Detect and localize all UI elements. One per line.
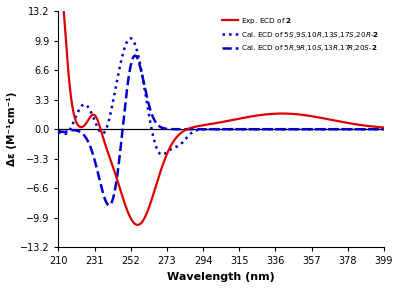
Exp. ECD of $\mathbf{2}$ <box>72 117 77 120</box>
Exp. ECD of $\mathbf{2}$ <box>206 123 210 126</box>
Exp. ECD of $\mathbf{2}$ <box>372 125 377 128</box>
Exp. ECD of $\mathbf{2}$ <box>214 121 219 125</box>
Exp. ECD of $\mathbf{2}$ <box>382 126 386 129</box>
Y-axis label: Δε (M⁻¹cm⁻¹): Δε (M⁻¹cm⁻¹) <box>7 92 17 166</box>
Cal. ECD of $5R$,$9R$,$10S$,$13R$,$17R$,$20S$-$\mathbf{2}$ <box>206 127 211 131</box>
Line: Exp. ECD of $\mathbf{2}$: Exp. ECD of $\mathbf{2}$ <box>58 0 384 225</box>
Cal. ECD of $5S$,$9S$,$10R$,$13S$,$17S$,$20R$-$\mathbf{2}$ <box>312 127 317 131</box>
Cal. ECD of $5S$,$9S$,$10R$,$13S$,$17S$,$20R$-$\mathbf{2}$ <box>72 117 77 121</box>
Cal. ECD of $5S$,$9S$,$10R$,$13S$,$17S$,$20R$-$\mathbf{2}$ <box>206 127 211 131</box>
X-axis label: Wavelength (nm): Wavelength (nm) <box>167 272 275 282</box>
Cal. ECD of $5S$,$9S$,$10R$,$13S$,$17S$,$20R$-$\mathbf{2}$ <box>382 127 386 131</box>
Line: Cal. ECD of $5R$,$9R$,$10S$,$13R$,$17R$,$20S$-$\mathbf{2}$: Cal. ECD of $5R$,$9R$,$10S$,$13R$,$17R$,… <box>58 55 384 205</box>
Cal. ECD of $5R$,$9R$,$10S$,$13R$,$17R$,$20S$-$\mathbf{2}$ <box>56 129 61 133</box>
Cal. ECD of $5S$,$9S$,$10R$,$13S$,$17S$,$20R$-$\mathbf{2}$ <box>372 127 377 131</box>
Cal. ECD of $5R$,$9R$,$10S$,$13R$,$17R$,$20S$-$\mathbf{2}$ <box>372 127 377 131</box>
Cal. ECD of $5S$,$9S$,$10R$,$13S$,$17S$,$20R$-$\mathbf{2}$ <box>56 130 61 134</box>
Cal. ECD of $5R$,$9R$,$10S$,$13R$,$17R$,$20S$-$\mathbf{2}$ <box>382 127 386 131</box>
Cal. ECD of $5R$,$9R$,$10S$,$13R$,$17R$,$20S$-$\mathbf{2}$ <box>133 54 138 57</box>
Exp. ECD of $\mathbf{2}$ <box>372 125 377 128</box>
Cal. ECD of $5S$,$9S$,$10R$,$13S$,$17S$,$20R$-$\mathbf{2}$ <box>214 127 219 131</box>
Cal. ECD of $5S$,$9S$,$10R$,$13S$,$17S$,$20R$-$\mathbf{2}$ <box>160 153 164 156</box>
Exp. ECD of $\mathbf{2}$ <box>135 223 140 227</box>
Cal. ECD of $5R$,$9R$,$10S$,$13R$,$17R$,$20S$-$\mathbf{2}$ <box>214 127 219 131</box>
Cal. ECD of $5S$,$9S$,$10R$,$13S$,$17S$,$20R$-$\mathbf{2}$ <box>372 127 377 131</box>
Line: Cal. ECD of $5S$,$9S$,$10R$,$13S$,$17S$,$20R$-$\mathbf{2}$: Cal. ECD of $5S$,$9S$,$10R$,$13S$,$17S$,… <box>58 38 384 155</box>
Cal. ECD of $5R$,$9R$,$10S$,$13R$,$17R$,$20S$-$\mathbf{2}$ <box>312 127 317 131</box>
Legend: Exp. ECD of $\mathbf{2}$, Cal. ECD of $5S$,$9S$,$10R$,$13S$,$17S$,$20R$-$\mathbf: Exp. ECD of $\mathbf{2}$, Cal. ECD of $5… <box>220 14 380 55</box>
Cal. ECD of $5R$,$9R$,$10S$,$13R$,$17R$,$20S$-$\mathbf{2}$ <box>372 127 377 131</box>
Cal. ECD of $5S$,$9S$,$10R$,$13S$,$17S$,$20R$-$\mathbf{2}$ <box>128 36 133 40</box>
Exp. ECD of $\mathbf{2}$ <box>312 115 317 118</box>
Cal. ECD of $5R$,$9R$,$10S$,$13R$,$17R$,$20S$-$\mathbf{2}$ <box>72 129 77 132</box>
Cal. ECD of $5R$,$9R$,$10S$,$13R$,$17R$,$20S$-$\mathbf{2}$ <box>107 203 112 207</box>
